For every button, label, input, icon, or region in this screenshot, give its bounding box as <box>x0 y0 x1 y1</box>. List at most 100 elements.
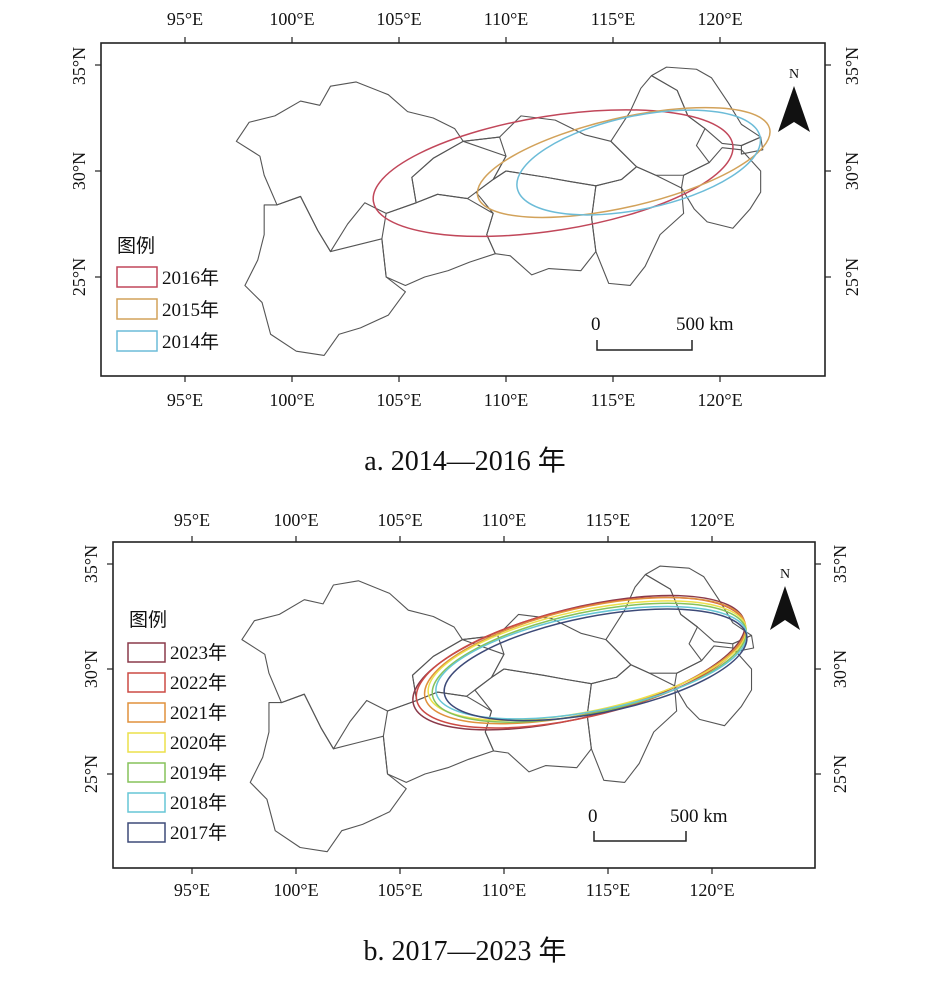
scale-zero: 0 <box>591 314 601 335</box>
lon-labels-top: 95°E 100°E 105°E 110°E 115°E 120°E <box>167 9 743 29</box>
legend-label: 2016年 <box>162 267 219 289</box>
lon-label: 120°E <box>689 880 734 900</box>
legend-label: 2021年 <box>170 702 227 724</box>
lon-label: 120°E <box>697 390 742 410</box>
legend-item: 2019年 <box>127 762 227 784</box>
ellipse-layer <box>412 594 748 731</box>
lat-label: 30°N <box>69 152 89 190</box>
caption-a: a. 2014—2016 年 <box>364 445 565 477</box>
legend-title: 图例 <box>129 609 167 631</box>
lat-label: 35°N <box>830 545 850 583</box>
province-boundary <box>680 147 762 229</box>
lon-label: 105°E <box>377 510 422 530</box>
lat-labels-right: 35°N 30°N 25°N <box>830 545 850 793</box>
legend-label: 2022年 <box>170 672 227 694</box>
legend-label: 2019年 <box>170 762 227 784</box>
lon-label: 95°E <box>174 510 210 530</box>
lat-label: 35°N <box>81 545 101 583</box>
legend-swatch <box>127 792 166 813</box>
lon-label: 110°E <box>482 510 527 530</box>
province-boundary <box>249 693 407 853</box>
province-boundary <box>740 136 764 155</box>
lon-label: 115°E <box>586 510 631 530</box>
panel-b: 95°E 100°E 105°E 110°E 115°E 120°E 95°E … <box>81 510 850 900</box>
lat-label: 25°N <box>81 755 101 793</box>
legend-item: 2018年 <box>127 792 227 814</box>
legend-title: 图例 <box>117 235 155 257</box>
ellipse-layer <box>372 106 771 238</box>
legend-swatch <box>116 330 158 352</box>
svg-text:N: N <box>789 67 799 82</box>
legend-label: 2023年 <box>170 642 227 664</box>
lat-labels-left: 35°N 30°N 25°N <box>69 47 89 296</box>
scale-zero: 0 <box>588 806 598 827</box>
lon-label: 110°E <box>482 880 527 900</box>
lat-label: 25°N <box>842 258 862 296</box>
province-boundaries <box>241 565 755 853</box>
legend-item: 2021年 <box>127 702 227 724</box>
province-boundary <box>244 195 406 356</box>
legend-label: 2014年 <box>162 331 219 353</box>
lon-label: 120°E <box>689 510 734 530</box>
lon-label: 95°E <box>167 390 203 410</box>
lat-label: 30°N <box>842 152 862 190</box>
lat-label: 30°N <box>830 650 850 688</box>
legend-item: 2017年 <box>127 822 227 844</box>
std-ellipse <box>372 109 734 238</box>
lat-labels-left: 35°N 30°N 25°N <box>81 545 101 793</box>
legend-swatch <box>127 732 166 753</box>
north-arrow-icon: N <box>770 567 800 630</box>
legend-item: 2016年 <box>116 266 219 289</box>
scale-line <box>593 831 687 842</box>
legend-swatch <box>127 702 166 723</box>
lat-label: 35°N <box>69 47 89 85</box>
graticule-ticks <box>95 37 831 382</box>
lat-labels-right: 35°N 30°N 25°N <box>842 47 862 296</box>
legend-item: 2022年 <box>127 672 227 694</box>
map-frame <box>100 42 826 377</box>
legend-label: 2015年 <box>162 299 219 321</box>
lon-label: 115°E <box>586 880 631 900</box>
lon-label: 100°E <box>269 9 314 29</box>
map-frame <box>112 541 816 869</box>
lon-label: 100°E <box>273 510 318 530</box>
legend-swatch <box>127 642 166 663</box>
lon-label: 100°E <box>269 390 314 410</box>
legend-item: 2015年 <box>116 298 219 321</box>
legend-item: 2014年 <box>116 330 219 353</box>
legend-swatch <box>127 822 166 843</box>
scale-distance: 500 km <box>670 806 728 827</box>
lon-label: 95°E <box>174 880 210 900</box>
panel-a: 95°E 100°E 105°E 110°E 115°E 120°E 95°E … <box>69 9 862 410</box>
lon-label: 105°E <box>376 9 421 29</box>
lon-labels-top: 95°E 100°E 105°E 110°E 115°E 120°E <box>174 510 735 530</box>
legend-item: 2020年 <box>127 732 227 754</box>
legend-label: 2020年 <box>170 732 227 754</box>
legend-swatch <box>116 298 158 320</box>
legend-label: 2018年 <box>170 792 227 814</box>
legend: 图例 2023年 2022年 2021年 2020年 2019年 <box>127 609 227 844</box>
legend-swatch <box>127 672 166 693</box>
lon-label: 110°E <box>484 9 529 29</box>
lon-label: 105°E <box>377 880 422 900</box>
svg-text:N: N <box>780 567 790 582</box>
province-boundary <box>475 170 597 276</box>
lon-labels-bottom: 95°E 100°E 105°E 110°E 115°E 120°E <box>167 390 743 410</box>
scale-distance: 500 km <box>676 314 734 335</box>
legend: 图例 2016年 2015年 2014年 <box>116 235 219 353</box>
lon-label: 100°E <box>273 880 318 900</box>
legend-swatch <box>116 266 158 288</box>
lat-label: 25°N <box>830 755 850 793</box>
graticule-ticks <box>107 536 821 874</box>
std-ellipse <box>516 109 762 216</box>
std-ellipse <box>443 608 748 722</box>
std-ellipse <box>476 106 771 219</box>
lon-label: 95°E <box>167 9 203 29</box>
lon-label: 120°E <box>697 9 742 29</box>
caption-b: b. 2017—2023 年 <box>363 935 566 967</box>
lat-label: 35°N <box>842 47 862 85</box>
scale-bar: 0 500 km <box>588 806 728 842</box>
legend-swatch <box>127 762 166 783</box>
legend-item: 2023年 <box>127 642 227 664</box>
